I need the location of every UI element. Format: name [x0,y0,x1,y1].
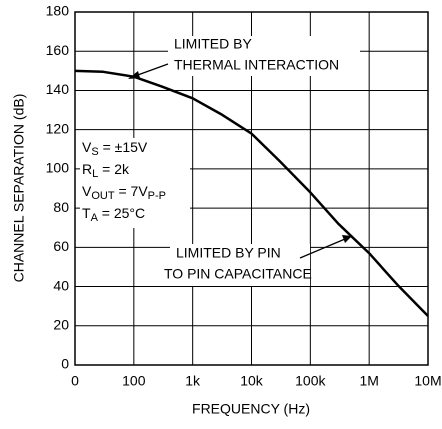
subscript: P-P [148,190,166,202]
x-axis-label: FREQUENCY (Hz) [192,401,310,417]
arrow-head [128,71,140,79]
x-tick-label: 0 [71,373,79,389]
conditions-bg [80,138,190,228]
x-tick-label: 1k [185,373,201,389]
y-tick-label: 100 [46,160,70,176]
y-tick-label: 0 [61,356,69,372]
text: = ±15V [99,139,148,155]
annotation-bg [168,36,360,76]
text: = 7V [115,183,149,199]
text: T [82,205,91,221]
annotations: LIMITED BY THERMAL INTERACTION LIMITED BY … [80,36,360,286]
arrow [134,63,169,77]
y-tick-label: 120 [46,120,70,136]
subscript: OUT [91,190,115,202]
y-tick-label: 140 [46,81,70,97]
y-tick-label: 20 [53,316,69,332]
subscript: L [92,168,98,180]
y-tick-label: 40 [53,277,69,293]
y-tick-label: 180 [46,3,70,19]
annotation-text: THERMAL INTERACTION [174,57,339,73]
text: V [82,183,92,199]
plot-frame [74,11,429,366]
annotation-text: LIMITED BY PIN [176,245,281,261]
annotation-text: LIMITED BY [174,36,252,52]
annotation-text: TO PIN CAPACITANCE [164,266,312,282]
text: V [82,139,92,155]
y-tick-label: 60 [53,238,69,254]
arrow [299,238,346,259]
condition-text: TA = 25°C [82,205,145,224]
condition-text: RL = 2k [82,161,130,180]
y-axis-label: CHANNEL SEPARATION (dB) [11,94,27,283]
x-tick-label: 100k [295,373,326,389]
x-tick-label: 10M [414,373,441,389]
annotation-bg [170,244,310,286]
x-tick-label: 10k [240,373,264,389]
subscript: S [91,146,98,158]
text: R [82,161,92,177]
condition-text: VS = ±15V [82,139,148,158]
text: = 2k [98,161,130,177]
y-tick-label: 160 [46,42,70,58]
condition-text: VOUT = 7VP-P [82,183,166,202]
text: = 25°C [98,205,145,221]
arrow-head [342,235,352,243]
subscript: A [91,212,99,224]
x-tick-label: 100 [122,373,146,389]
y-tick-label: 80 [53,199,69,215]
x-tick-label: 1M [359,373,378,389]
